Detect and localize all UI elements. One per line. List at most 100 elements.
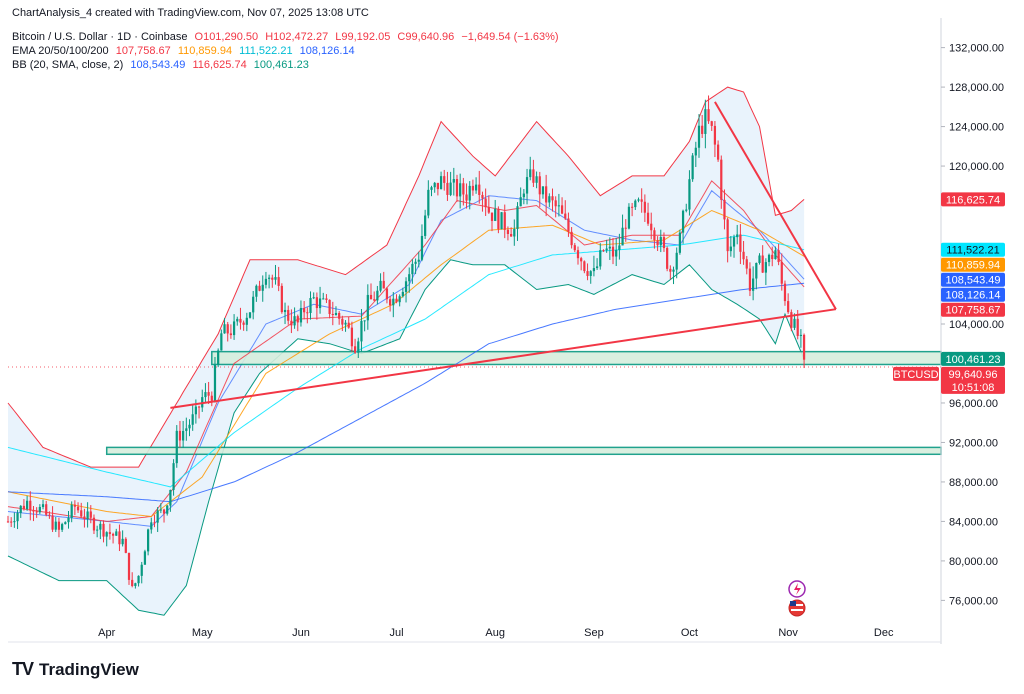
bb-fill-area	[8, 87, 805, 616]
price-badges: 116,625.74 111,522.21 110,859.94 108,543.49…	[893, 192, 1005, 394]
candle-body	[615, 249, 618, 257]
candle-body	[761, 255, 764, 273]
candle-body	[465, 194, 468, 201]
candle-body	[220, 333, 223, 351]
candle-body	[755, 262, 758, 279]
candle-body	[124, 538, 127, 553]
candle-body	[525, 177, 529, 194]
candle-body	[443, 176, 446, 183]
candle-body	[446, 182, 449, 195]
candle-body	[618, 245, 621, 250]
candle-body	[697, 125, 701, 148]
price-badge	[941, 302, 1005, 317]
candle-body	[634, 200, 637, 208]
candle-body	[602, 250, 605, 252]
candle-body	[96, 529, 99, 531]
candle-body	[605, 248, 608, 251]
candle-body	[45, 504, 48, 515]
last-price-badge	[941, 366, 1005, 394]
candle-body	[111, 533, 115, 536]
candle-body	[99, 523, 102, 530]
candle-body	[108, 532, 112, 534]
candle-body	[344, 322, 347, 325]
candle-body	[548, 196, 551, 203]
us-flag-stripe	[791, 604, 803, 606]
ema-label: EMA 20/50/100/200	[12, 45, 109, 57]
candle-body	[401, 291, 404, 297]
candle-body	[627, 206, 631, 229]
candle-body	[793, 318, 796, 328]
open-value: O101,290.50	[194, 31, 259, 43]
candle-body	[659, 237, 662, 246]
tradingview-brand[interactable]: TV TradingView	[12, 659, 139, 680]
candle-body	[736, 234, 739, 238]
candle-body	[16, 512, 19, 522]
candle-body	[357, 341, 360, 353]
candle-body	[6, 521, 10, 523]
price-badge	[941, 242, 1005, 257]
trend-line-resistance	[714, 101, 837, 310]
candle-body	[127, 552, 131, 580]
candle-body	[169, 489, 172, 506]
ema20-value: 107,758.67	[115, 45, 171, 57]
candle-body	[334, 312, 338, 316]
candle-body	[153, 522, 156, 524]
candle-body	[503, 212, 506, 230]
candle-body	[481, 194, 484, 199]
candle-body	[395, 298, 398, 303]
price-axis[interactable]: 76,000.00 80,000.00 84,000.00 88,000.00 92,0…	[8, 18, 1004, 644]
price-tick-label: 84,000.00	[949, 516, 998, 528]
candle-body	[560, 205, 564, 214]
candle-body	[83, 516, 86, 519]
candle-body	[802, 334, 806, 360]
candle-body	[557, 205, 560, 207]
price-tick-label: 128,000.00	[949, 82, 1004, 94]
candle-body	[592, 268, 596, 272]
candle-body	[621, 227, 624, 246]
candle-body	[567, 218, 570, 232]
candle-body	[541, 186, 545, 195]
price-badge	[941, 192, 1005, 207]
candle-body	[777, 250, 780, 263]
candle-body	[713, 125, 717, 145]
trend-lines	[8, 101, 941, 409]
candle-body	[710, 121, 713, 126]
candle-body	[290, 320, 293, 326]
candle-body	[707, 109, 710, 122]
candle-body	[194, 406, 197, 415]
candle-body	[624, 227, 627, 229]
candle-body	[252, 296, 255, 313]
bb-basis-value: 108,543.49	[130, 59, 186, 71]
candle-body	[752, 278, 755, 291]
candle-body	[309, 298, 312, 313]
candle-body	[535, 176, 538, 183]
candle-body	[121, 538, 124, 545]
candle-body	[159, 509, 162, 511]
price-badge	[941, 351, 1005, 366]
candle-body	[694, 147, 697, 156]
candle-body	[799, 334, 803, 336]
candle-body	[178, 430, 182, 441]
candle-body	[513, 228, 516, 237]
candle-body	[589, 271, 592, 276]
candle-body	[35, 511, 38, 513]
support-zone	[105, 446, 942, 456]
candle-body	[277, 277, 280, 286]
candle-body	[140, 564, 143, 576]
time-axis[interactable]: Apr May Jun Jul Aug Sep Oct Nov Dec	[98, 627, 894, 639]
price-badge	[941, 287, 1005, 302]
ema200-line	[7, 282, 805, 503]
candle-body	[283, 309, 287, 313]
candle-body	[471, 185, 475, 191]
close-value: C99,640.96	[397, 31, 455, 43]
price-tick-label: 104,000.00	[949, 319, 1004, 331]
symbol-legend: Bitcoin / U.S. Dollar · 1D · Coinbase O1…	[12, 31, 563, 43]
candle-body	[318, 298, 322, 309]
candle-body	[239, 318, 242, 323]
candle-body	[538, 176, 541, 195]
candle-body	[255, 285, 258, 297]
candle-body	[172, 463, 175, 490]
candle-body	[554, 200, 557, 207]
candle-body	[650, 223, 653, 231]
